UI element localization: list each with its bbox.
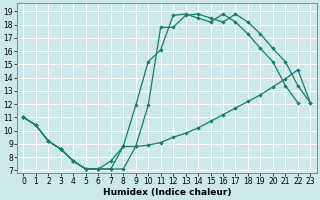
- X-axis label: Humidex (Indice chaleur): Humidex (Indice chaleur): [103, 188, 231, 197]
